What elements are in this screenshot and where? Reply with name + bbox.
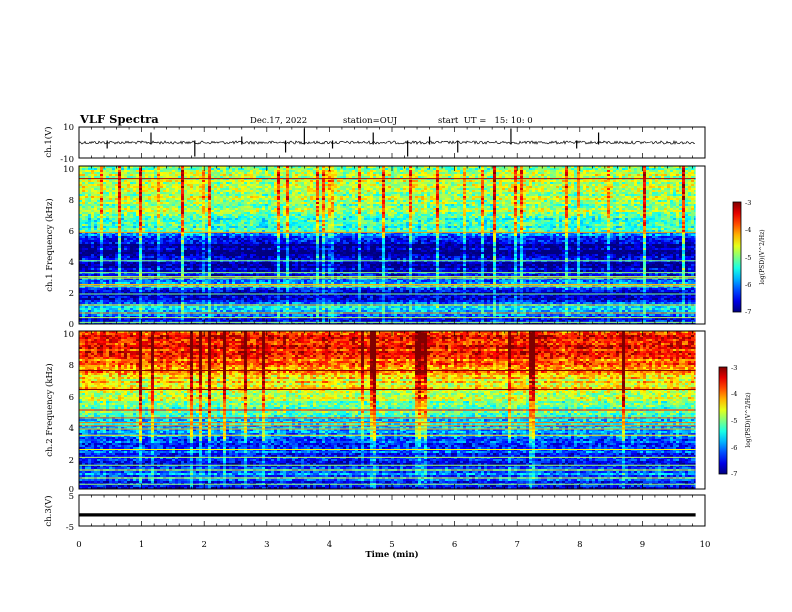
ch1-spec-ytick: 4 (69, 258, 74, 268)
ch2-spectrogram-image (79, 331, 705, 489)
ch1-waveform-panel: 10 -10 ch.1(V) (43, 123, 705, 165)
x-tick-label: 1 (139, 540, 144, 550)
ch1-spec-ytick: 8 (69, 196, 74, 206)
ch1-cb-tick: -7 (745, 308, 751, 316)
ch1-ylabel: ch.1(V) (43, 126, 54, 157)
ch1-cb-tick: -4 (745, 226, 751, 234)
ch2-cb-tick: -4 (731, 390, 737, 398)
ch2-cb-tick: -3 (731, 364, 737, 372)
ch1-ytick-bottom: -10 (60, 155, 74, 165)
x-tick-label: 8 (577, 540, 582, 550)
ch3-ytick-bottom: -5 (66, 523, 74, 533)
ch1-cb-tick: -3 (745, 199, 751, 207)
x-tick-label: 0 (76, 540, 81, 550)
ch2-spec-ytick: 8 (69, 361, 74, 371)
ch1-spec-yticks: 10 8 6 4 2 0 (63, 165, 74, 330)
ch2-cb-tick: -5 (731, 417, 737, 425)
x-axis-label: Time (min) (365, 549, 418, 560)
ch1-colorbar-label: log(PSD)(V^2/Hz) (759, 229, 766, 284)
ch2-spec-ytick: 2 (69, 456, 74, 466)
x-tick-label: 9 (640, 540, 645, 550)
figure-title: VLF Spectra (79, 112, 159, 126)
x-tick-label: 6 (452, 540, 457, 550)
ch1-spectrogram-panel: 10 8 6 4 2 0 ch.1 Frequency (kHz) (44, 165, 705, 330)
ch3-ylabel: ch.3(V) (43, 495, 54, 526)
station-label: station=OUJ (343, 116, 398, 126)
ch2-colorbar-label: log(PSD)(V^2/Hz) (745, 392, 752, 447)
ch3-waveform-panel: 5 -5 ch.3(V) (43, 492, 705, 533)
ch1-colorbar-ticks: -3 -4 -5 -6 -7 (745, 199, 751, 316)
x-tick-label: 2 (201, 540, 206, 550)
x-axis: 0 1 2 3 4 5 6 7 8 9 10 Time (min) (76, 540, 710, 560)
ch1-colorbar: -3 -4 -5 -6 -7 log(PSD)(V^2/Hz) (733, 199, 766, 316)
ch3-ytick-top: 5 (69, 492, 74, 502)
recording-date: Dec.17, 2022 (250, 116, 307, 126)
ch2-spectrogram-panel: 10 8 6 4 2 0 ch.2 Frequency (kHz) (44, 330, 705, 495)
x-tick-label: 5 (389, 540, 394, 550)
ch2-colorbar-ticks: -3 -4 -5 -6 -7 (731, 364, 737, 478)
ch2-cb-tick: -7 (731, 470, 737, 478)
ch2-spec-ytick: 4 (69, 424, 74, 434)
ch1-spec-ylabel: ch.1 Frequency (kHz) (44, 198, 55, 291)
ch2-spec-yticks: 10 8 6 4 2 0 (63, 330, 74, 495)
x-tick-label: 10 (700, 540, 711, 550)
ch2-spec-ytick: 6 (69, 393, 74, 403)
ch2-spec-ytick: 10 (63, 330, 74, 340)
ch1-spec-ytick: 6 (69, 227, 74, 237)
start-time: start UT = 15: 10: 0 (438, 116, 533, 126)
ch1-ytick-top: 10 (63, 123, 74, 133)
x-tick-label: 7 (514, 540, 519, 550)
ch1-spec-ytick: 10 (63, 165, 74, 175)
ch1-spectrogram-image (79, 166, 705, 324)
ch1-cb-tick: -6 (745, 281, 751, 289)
ch2-spec-ylabel: ch.2 Frequency (kHz) (44, 363, 55, 456)
ch1-cb-tick: -5 (745, 254, 751, 262)
x-tick-label: 3 (264, 540, 269, 550)
ch1-spec-ytick: 0 (69, 320, 74, 330)
ch2-cb-tick: -6 (731, 444, 737, 452)
x-tick-label: 4 (327, 540, 332, 550)
ch2-colorbar: -3 -4 -5 -6 -7 log(PSD)(V^2/Hz) (719, 364, 752, 478)
ch1-spec-ytick: 2 (69, 289, 74, 299)
